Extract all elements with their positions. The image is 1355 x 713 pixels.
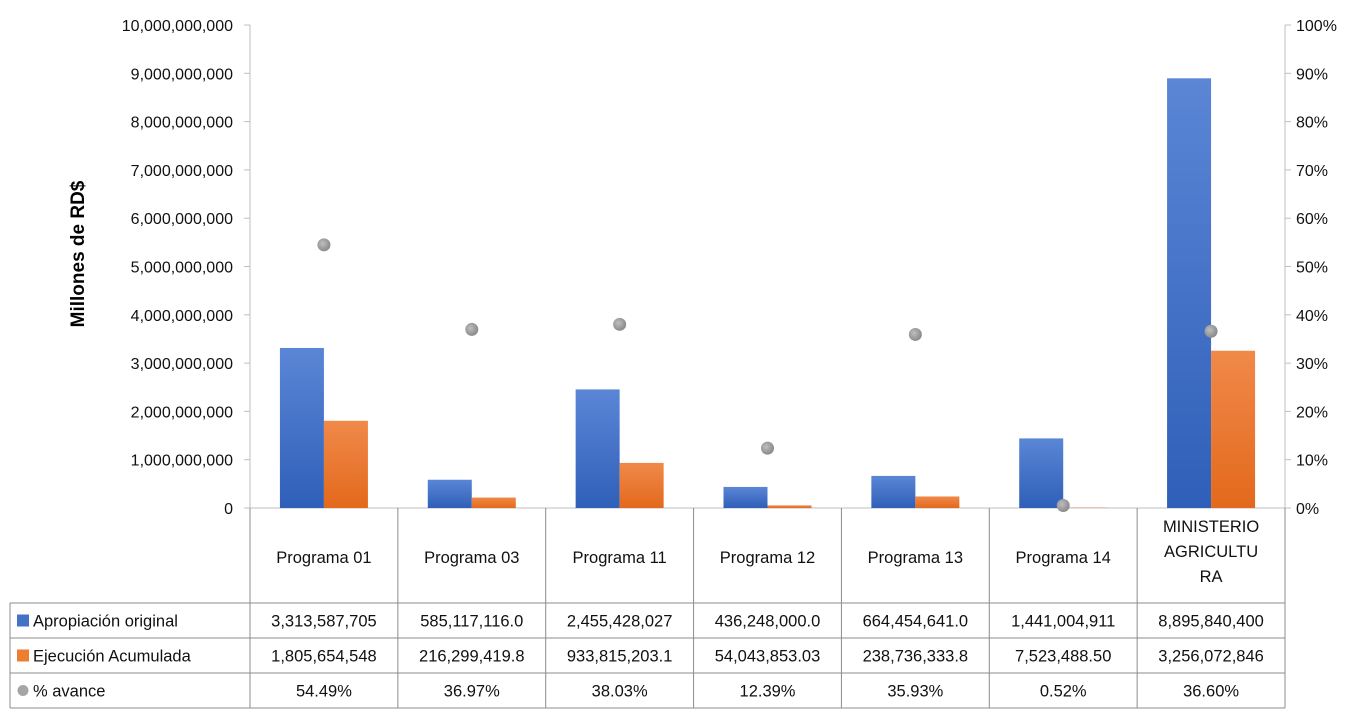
category-label: Programa 13 <box>868 549 963 567</box>
table-value: 436,248,000.0 <box>715 613 821 631</box>
left-axis-ticks: 0 1,000,000,000 2,000,000,000 3,000,000,000… <box>122 18 250 518</box>
axes <box>249 25 1286 509</box>
legend-swatch <box>17 649 29 662</box>
avance-point <box>908 327 922 341</box>
left-tick-label: 6,000,000,000 <box>131 211 233 228</box>
right-axis-ticks: 0% 10% 20% 30% 40% 50% 60% 70% 80% 90% 100% <box>1285 18 1337 518</box>
bar-ejecucion-acumulada <box>767 505 812 508</box>
left-tick-label: 0 <box>224 501 233 518</box>
avance-point <box>1056 498 1070 512</box>
table-value: 12.39% <box>740 683 796 701</box>
right-tick-label: 90% <box>1296 66 1328 83</box>
table-value: 933,815,203.1 <box>567 648 673 666</box>
bars <box>279 78 1256 509</box>
left-tick-label: 5,000,000,000 <box>131 260 233 277</box>
table-value: 7,523,488.50 <box>1015 648 1111 666</box>
bar-apropiacion-original <box>1019 438 1064 508</box>
avance-point <box>761 441 774 455</box>
right-tick-label: 10% <box>1296 453 1328 470</box>
left-tick-label: 4,000,000,000 <box>131 308 233 325</box>
right-tick-label: 30% <box>1296 356 1328 373</box>
table-value: 1,441,004,911 <box>1011 613 1115 631</box>
right-tick-label: 100% <box>1296 18 1337 35</box>
table-value: 36.60% <box>1183 683 1239 701</box>
bar-apropiacion-original <box>279 347 324 508</box>
table-value: 2,455,428,027 <box>567 613 673 631</box>
category-label: MINISTERIO <box>1163 518 1259 536</box>
table-value: 8,895,840,400 <box>1158 613 1264 631</box>
right-tick-label: 0% <box>1296 501 1319 518</box>
left-tick-label: 3,000,000,000 <box>131 356 233 373</box>
table-value: 1,805,654,548 <box>271 648 377 666</box>
category-label: Programa 03 <box>424 549 519 567</box>
right-tick-label: 50% <box>1296 260 1328 277</box>
table-value: 38.03% <box>592 683 648 701</box>
avance-point <box>1204 324 1218 338</box>
data-table: Programa 01 Programa 03 Programa 11 Program… <box>9 508 1286 709</box>
left-tick-label: 7,000,000,000 <box>131 163 233 180</box>
bar-ejecucion-acumulada <box>1211 350 1256 508</box>
table-value: 36.97% <box>444 683 500 701</box>
legend-label: Apropiación original <box>33 613 178 631</box>
category-label: RA <box>1200 568 1223 586</box>
bar-apropiacion-original <box>1167 78 1212 509</box>
table-value: 3,313,587,705 <box>271 613 377 631</box>
legend-label: Ejecución Acumulada <box>33 648 192 666</box>
table-value: 0.52% <box>1040 683 1087 701</box>
category-label: Programa 01 <box>276 549 371 567</box>
right-tick-label: 20% <box>1296 404 1328 421</box>
table-value: 3,256,072,846 <box>1158 648 1264 666</box>
table-value: 216,299,419.8 <box>419 648 525 666</box>
bar-apropiacion-original <box>723 486 768 508</box>
category-label: Programa 11 <box>573 549 667 567</box>
category-label: AGRICULTU <box>1164 543 1258 561</box>
table-value: 585,117,116.0 <box>420 613 523 631</box>
table-value: 664,454,641.0 <box>863 613 969 631</box>
y-axis-title: Millones de RD$ <box>68 180 89 327</box>
left-tick-label: 1,000,000,000 <box>131 453 233 470</box>
right-tick-label: 60% <box>1296 211 1328 228</box>
bar-ejecucion-acumulada <box>915 496 960 508</box>
avance-markers <box>317 238 1218 512</box>
left-tick-label: 2,000,000,000 <box>131 404 233 421</box>
category-label: Programa 12 <box>720 549 815 567</box>
bar-apropiacion-original <box>427 479 472 508</box>
avance-point <box>317 238 331 252</box>
right-tick-label: 80% <box>1296 115 1328 132</box>
legend-swatch <box>17 614 29 627</box>
legend-label: % avance <box>33 683 105 701</box>
table-value: 238,736,333.8 <box>863 648 969 666</box>
table-value: 54,043,853.03 <box>715 648 821 666</box>
bar-ejecucion-acumulada <box>619 462 664 508</box>
avance-point <box>613 317 627 331</box>
left-tick-label: 9,000,000,000 <box>131 66 233 83</box>
table-value: 35.93% <box>887 683 943 701</box>
avance-point <box>465 322 479 336</box>
bar-apropiacion-original <box>871 475 916 508</box>
bar-apropiacion-original <box>575 389 620 508</box>
right-tick-label: 70% <box>1296 163 1328 180</box>
bar-ejecucion-acumulada <box>323 420 368 508</box>
right-tick-label: 40% <box>1296 308 1328 325</box>
left-tick-label: 8,000,000,000 <box>131 115 233 132</box>
bar-ejecucion-acumulada <box>471 497 516 508</box>
category-label: Programa 14 <box>1016 549 1111 567</box>
legend-marker <box>17 685 29 696</box>
table-value: 54.49% <box>296 683 352 701</box>
left-tick-label: 10,000,000,000 <box>122 18 233 35</box>
